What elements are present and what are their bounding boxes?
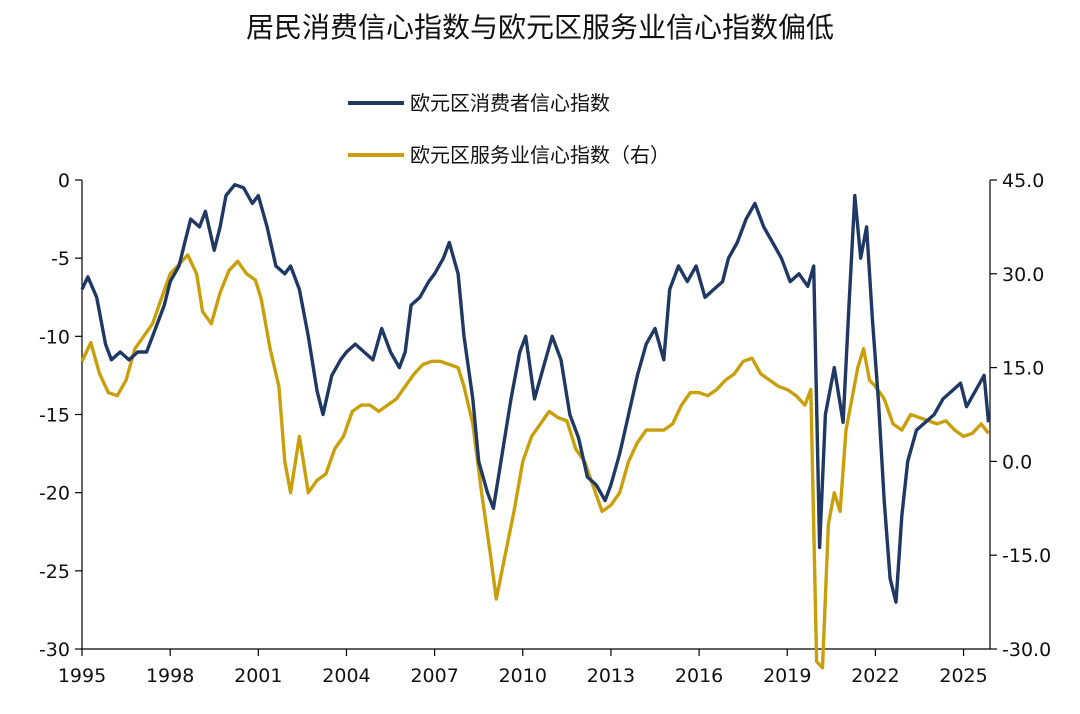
x-tick-label: 2022 bbox=[851, 665, 899, 687]
right-tick-label: -30.0 bbox=[1002, 639, 1051, 661]
right-tick-label: 45.0 bbox=[1002, 170, 1044, 192]
legend: 欧元区消费者信心指数 欧元区服务业信心指数（右） bbox=[348, 91, 670, 167]
axes bbox=[81, 180, 991, 650]
left-axis-ticks: 0 -5 -10 -15 -20 -25 -30 bbox=[39, 170, 82, 661]
series-line-consumer bbox=[80, 182, 991, 604]
left-tick-label: -5 bbox=[51, 248, 70, 270]
right-tick-label: 30.0 bbox=[1002, 264, 1044, 286]
x-axis-ticks: 1995 1998 2001 2004 2007 2010 2013 2016 2019 2022… bbox=[58, 649, 988, 687]
x-tick-label: 2010 bbox=[499, 665, 547, 687]
right-tick-label: -15.0 bbox=[1002, 545, 1051, 567]
left-tick-label: -25 bbox=[39, 561, 70, 583]
x-tick-label: 2019 bbox=[763, 665, 811, 687]
series-line-services bbox=[80, 253, 990, 670]
series-layer bbox=[80, 182, 991, 670]
left-tick-label: 0 bbox=[58, 170, 70, 192]
chart-title: 居民消费信心指数与欧元区服务业信心指数偏低 bbox=[246, 11, 834, 44]
x-tick-label: 2016 bbox=[675, 665, 723, 687]
x-tick-label: 2025 bbox=[939, 665, 987, 687]
legend-label-consumer: 欧元区消费者信心指数 bbox=[410, 91, 610, 115]
right-axis-ticks: 45.0 30.0 15.0 0.0 -15.0 -30.0 bbox=[990, 170, 1051, 661]
left-tick-label: -30 bbox=[39, 639, 70, 661]
left-tick-label: -15 bbox=[39, 405, 70, 427]
left-tick-label: -10 bbox=[39, 326, 70, 348]
x-tick-label: 2007 bbox=[410, 665, 458, 687]
left-tick-label: -20 bbox=[39, 483, 70, 505]
x-tick-label: 1995 bbox=[58, 665, 106, 687]
right-tick-label: 15.0 bbox=[1002, 358, 1044, 380]
right-tick-label: 0.0 bbox=[1002, 451, 1032, 473]
x-tick-label: 2004 bbox=[322, 665, 370, 687]
x-tick-label: 2013 bbox=[587, 665, 635, 687]
x-tick-label: 1998 bbox=[146, 665, 194, 687]
legend-label-services: 欧元区服务业信心指数（右） bbox=[410, 143, 670, 167]
x-tick-label: 2001 bbox=[234, 665, 282, 687]
